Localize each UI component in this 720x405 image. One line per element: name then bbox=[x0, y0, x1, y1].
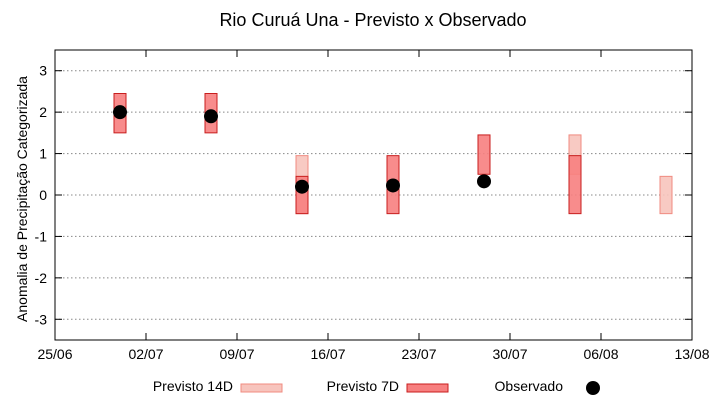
legend-label-observado: Observado bbox=[495, 378, 564, 394]
x-tick-label: 16/07 bbox=[310, 346, 345, 362]
y-tick-label: 0 bbox=[39, 187, 47, 203]
legend-swatch-previsto-14d bbox=[240, 383, 283, 393]
legend-swatch-previsto-7d bbox=[406, 383, 449, 393]
previsto-7d-box bbox=[568, 155, 582, 215]
y-tick-label: -3 bbox=[35, 311, 48, 327]
previsto-7d-box bbox=[477, 134, 491, 175]
series-layer bbox=[113, 93, 673, 215]
x-tick-label: 25/06 bbox=[37, 346, 72, 362]
observado-point bbox=[477, 174, 491, 189]
x-tick-label: 23/07 bbox=[401, 346, 436, 362]
x-tick-label: 09/07 bbox=[219, 346, 254, 362]
axis-layer: 3 2 1 0 -1 -2 -3 25/06 02/07 09/07 16/07 23/07 30/07… bbox=[35, 50, 710, 362]
y-tick-label: 3 bbox=[39, 63, 47, 79]
observado-point bbox=[386, 178, 400, 193]
x-tick-label: 02/07 bbox=[128, 346, 163, 362]
y-axis-label: Anomalia de Precipitação Categorizada bbox=[14, 76, 30, 322]
observado-point bbox=[204, 109, 218, 124]
grid-layer bbox=[55, 70, 692, 320]
legend-label-previsto-14d: Previsto 14D bbox=[153, 378, 233, 394]
y-tick-label: 1 bbox=[39, 146, 47, 162]
observado-point bbox=[295, 179, 309, 194]
legend-marker-observado bbox=[586, 381, 600, 395]
x-tick-label: 30/07 bbox=[492, 346, 527, 362]
y-tick-label: -1 bbox=[35, 228, 48, 244]
legend-label-previsto-7d: Previsto 7D bbox=[327, 378, 399, 394]
observado-point bbox=[113, 105, 127, 120]
y-tick-label: -2 bbox=[35, 270, 48, 286]
y-tick-label: 2 bbox=[39, 104, 47, 120]
previsto-14d-box bbox=[659, 175, 673, 215]
chart-title: Rio Curuá Una - Previsto x Observado bbox=[219, 10, 526, 30]
x-tick-label: 13/08 bbox=[674, 346, 709, 362]
legend: Previsto 14D Previsto 7D Observado bbox=[153, 378, 600, 395]
x-tick-label: 06/08 bbox=[583, 346, 618, 362]
